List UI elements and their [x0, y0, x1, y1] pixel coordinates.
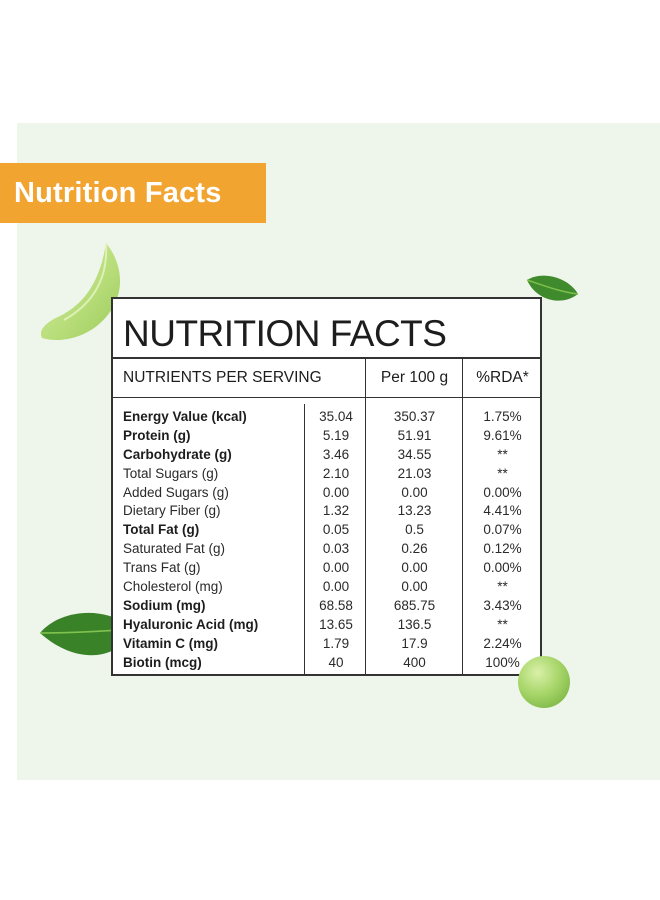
green-pea-icon: [518, 656, 570, 708]
table-header: NUTRIENTS PER SERVING Per 100 g %RDA*: [113, 359, 540, 397]
nutrient-name: Vitamin C (mg): [123, 635, 219, 651]
nutrient-name: Sodium (mg): [123, 597, 206, 613]
per-100g-value: 0.26: [401, 541, 428, 557]
per-serving-value: 35.04: [319, 409, 353, 424]
rda-value: **: [497, 446, 508, 462]
table-row: Dietary Fiber (g) 1.32 13.23 4.41%: [113, 502, 540, 521]
per-100g-value: 136.5: [397, 616, 432, 632]
table-row: Biotin (mcg) 40 400 100%: [113, 654, 540, 673]
divider: [113, 397, 540, 398]
nutrient-name: Carbohydrate (g): [123, 446, 232, 462]
nutrient-name: Added Sugars (g): [123, 484, 229, 500]
nutrition-facts-banner: Nutrition Facts: [0, 163, 266, 223]
per-serving-value: 0.00: [322, 560, 350, 576]
table-row: Sodium (mg) 68.58 685.75 3.43%: [113, 597, 540, 616]
table-row: Total Fat (g) 0.05 0.5 0.07%: [113, 521, 540, 540]
nutrition-facts-table: NUTRITION FACTS NUTRIENTS PER SERVING Pe…: [111, 297, 542, 676]
per-serving-value: 0.00: [322, 484, 350, 500]
rda-value: 1.75%: [483, 409, 522, 424]
header-nutrients: NUTRIENTS PER SERVING: [123, 369, 322, 386]
header-per-100g: Per 100 g: [380, 369, 449, 386]
per-100g-value: 21.03: [397, 465, 432, 481]
per-serving-value: 5.19: [322, 427, 350, 443]
table-row: Trans Fat (g) 0.00 0.00 0.00%: [113, 559, 540, 578]
rda-value: 100%: [485, 654, 520, 670]
table-row: Protein (g) 5.19 51.91 9.61%: [113, 427, 540, 446]
rda-value: 0.00%: [483, 560, 522, 576]
table-row: Hyaluronic Acid (mg) 13.65 136.5 **: [113, 616, 540, 635]
per-100g-value: 350.37: [393, 409, 436, 424]
rda-value: 0.07%: [483, 522, 522, 538]
per-serving-value: 3.46: [322, 446, 350, 462]
nutrient-name: Protein (g): [123, 427, 191, 443]
table-row: Energy Value (kcal) 35.04 350.37 1.75%: [113, 408, 540, 427]
nutrient-name: Energy Value (kcal): [123, 409, 247, 424]
table-row: Vitamin C (mg) 1.79 17.9 2.24%: [113, 635, 540, 654]
nutrient-name: Dietary Fiber (g): [123, 503, 221, 519]
rda-value: **: [497, 465, 508, 481]
per-100g-value: 0.00: [401, 484, 428, 500]
per-100g-value: 400: [403, 654, 426, 670]
banner-title: Nutrition Facts: [14, 176, 222, 209]
rda-value: 0.00%: [483, 484, 522, 500]
nutrient-name: Trans Fat (g): [123, 560, 201, 576]
per-serving-value: 1.32: [322, 503, 350, 519]
green-leaf-icon: [526, 275, 579, 301]
per-serving-value: 0.00: [322, 579, 350, 595]
nutrient-name: Total Fat (g): [123, 522, 200, 538]
pea-pod-slice-icon: [40, 242, 121, 341]
table-title: NUTRITION FACTS: [123, 313, 447, 354]
per-serving-value: 0.03: [322, 541, 350, 557]
column-divider: [304, 404, 305, 674]
rda-value: 0.12%: [483, 541, 522, 557]
rda-value: 9.61%: [483, 427, 522, 443]
rda-value: **: [497, 579, 508, 595]
column-divider: [462, 359, 463, 674]
per-100g-value: 0.5: [405, 522, 424, 538]
rda-value: 3.43%: [483, 597, 522, 613]
per-serving-value: 40: [328, 654, 344, 670]
per-100g-value: 0.00: [401, 579, 428, 595]
per-100g-value: 17.9: [401, 635, 428, 651]
table-body: Energy Value (kcal) 35.04 350.37 1.75% Prote…: [113, 408, 540, 672]
divider: [113, 357, 540, 359]
per-100g-value: 0.00: [401, 560, 428, 576]
per-serving-value: 1.79: [322, 635, 350, 651]
header-rda: %RDA*: [476, 369, 529, 386]
per-serving-value: 68.58: [319, 597, 353, 613]
nutrient-name: Saturated Fat (g): [123, 541, 226, 557]
table-row: Saturated Fat (g) 0.03 0.26 0.12%: [113, 540, 540, 559]
table-row: Carbohydrate (g) 3.46 34.55 **: [113, 446, 540, 465]
per-serving-value: 2.10: [322, 465, 350, 481]
per-serving-value: 0.05: [322, 522, 350, 538]
nutrient-name: Total Sugars (g): [123, 465, 219, 481]
rda-value: **: [497, 616, 508, 632]
per-100g-value: 51.91: [397, 427, 432, 443]
table-row: Total Sugars (g) 2.10 21.03 **: [113, 465, 540, 484]
column-divider: [365, 359, 366, 674]
per-serving-value: 13.65: [319, 616, 353, 632]
nutrient-name: Hyaluronic Acid (mg): [123, 616, 259, 632]
rda-value: 2.24%: [483, 635, 522, 651]
table-row: Cholesterol (mg) 0.00 0.00 **: [113, 578, 540, 597]
nutrient-name: Biotin (mcg): [123, 654, 202, 670]
per-100g-value: 34.55: [397, 446, 432, 462]
rda-value: 4.41%: [483, 503, 522, 519]
per-100g-value: 685.75: [393, 597, 436, 613]
nutrient-name: Cholesterol (mg): [123, 579, 223, 595]
per-100g-value: 13.23: [397, 503, 432, 519]
table-row: Added Sugars (g) 0.00 0.00 0.00%: [113, 484, 540, 503]
